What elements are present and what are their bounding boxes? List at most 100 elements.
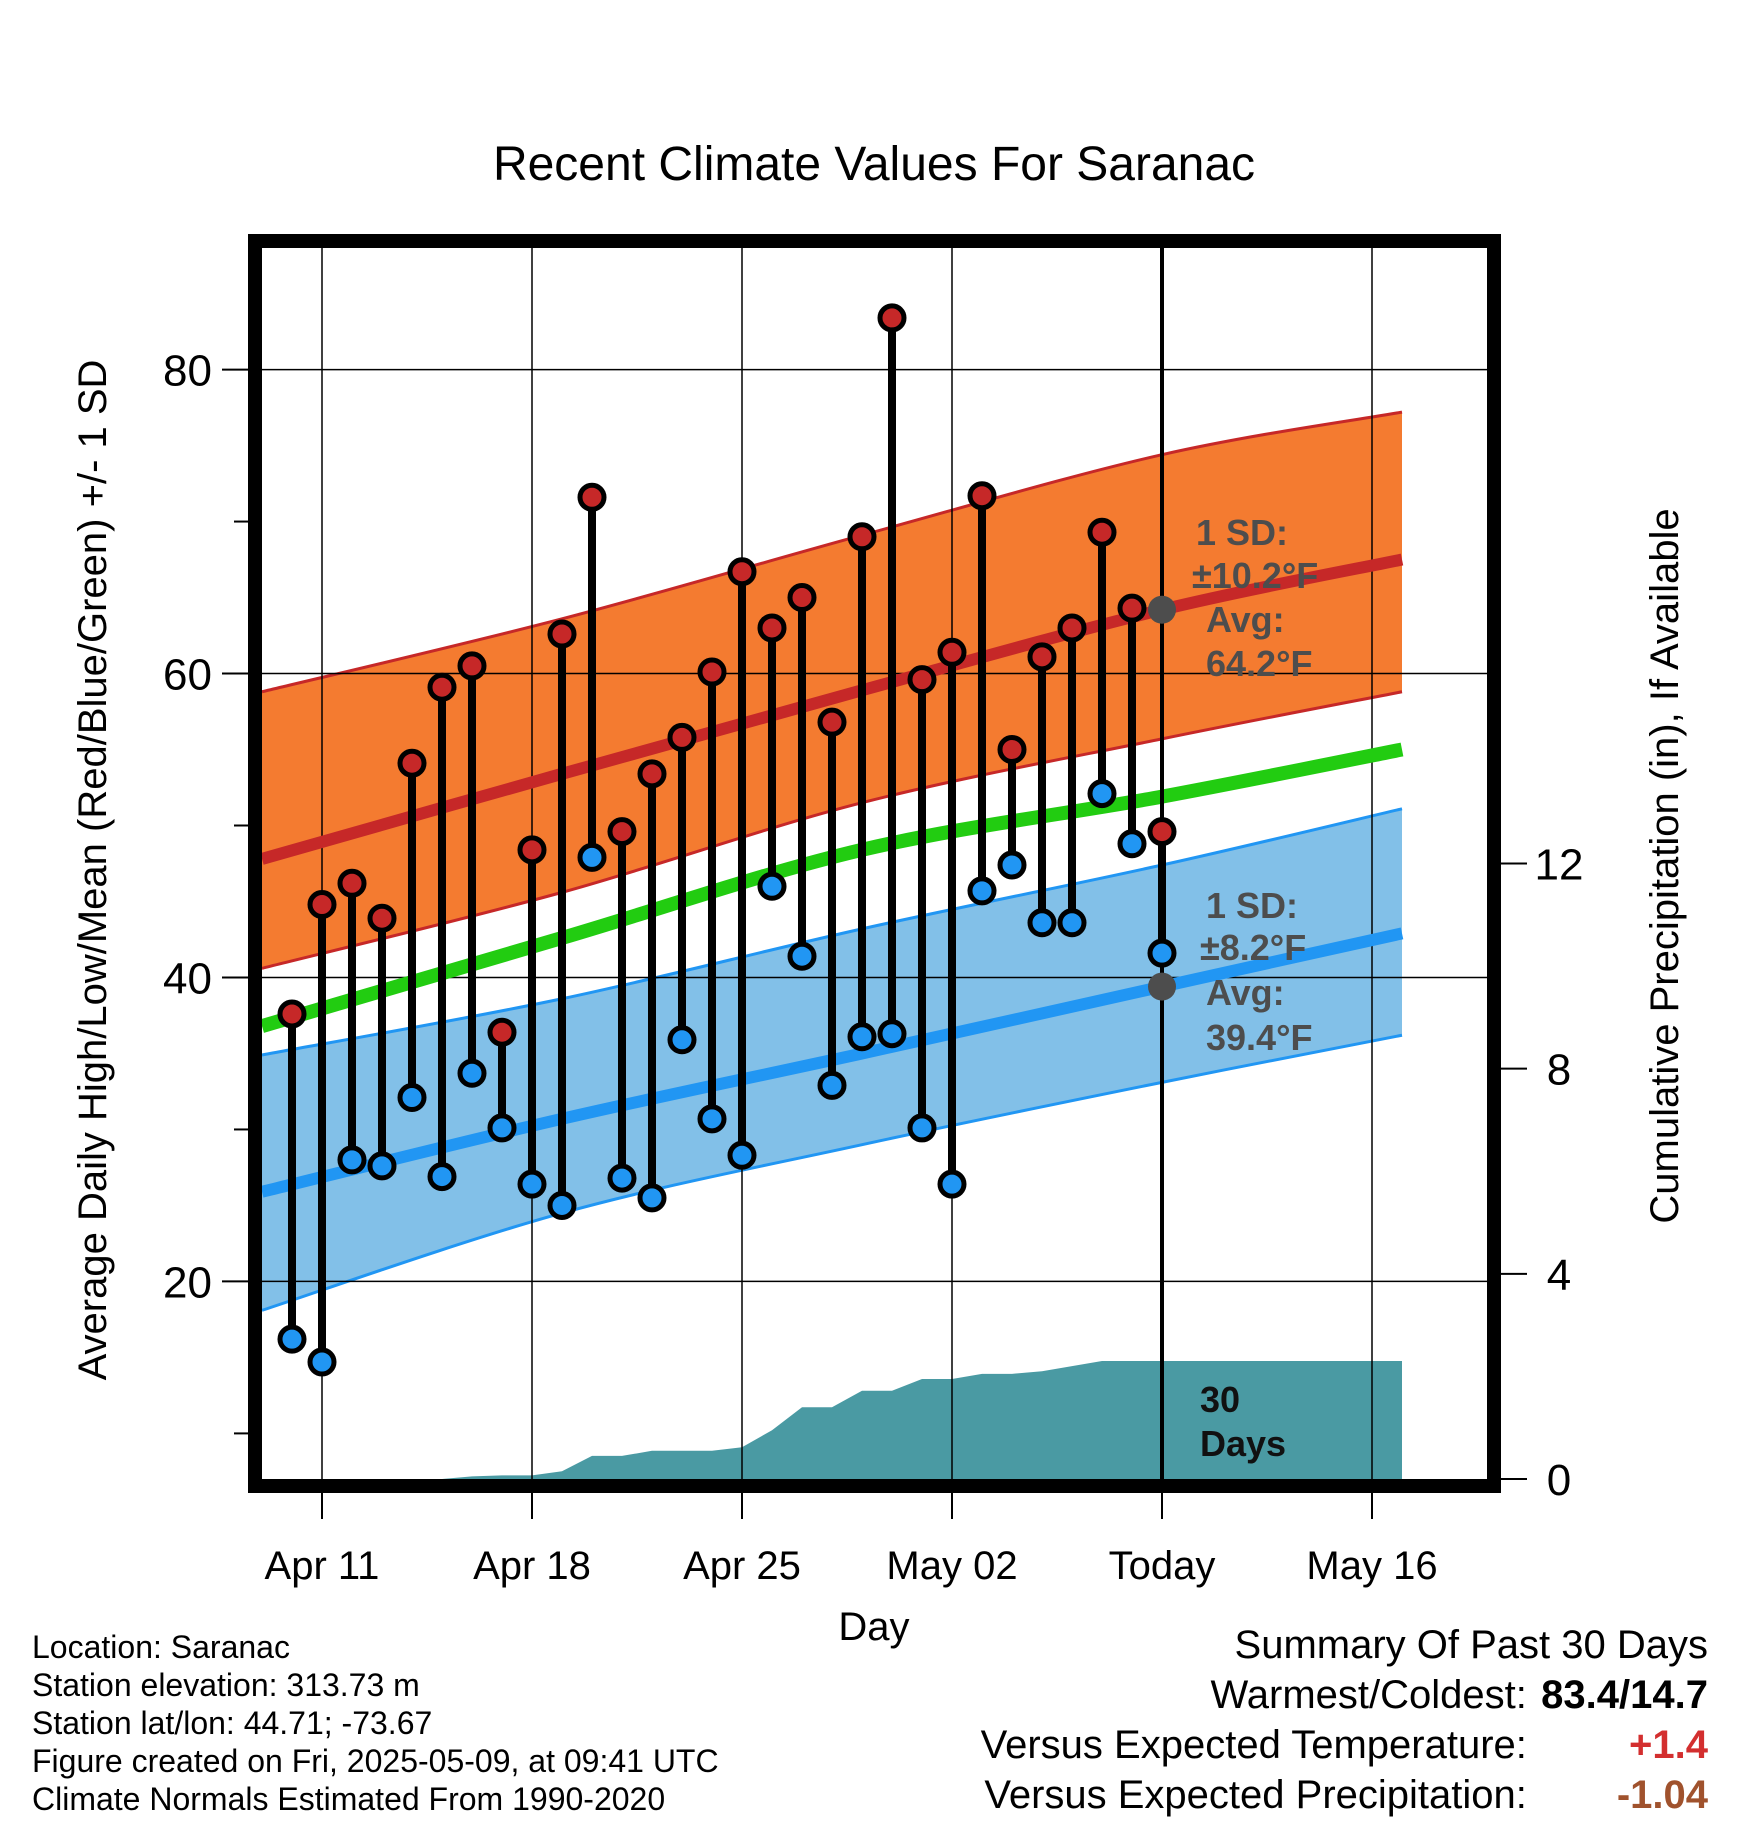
- low-avg-marker: [1148, 972, 1176, 1001]
- y-left-axis-label: Average Daily High/Low/Mean (Red/Blue/Gr…: [71, 360, 115, 1381]
- y-right-tick-label-0: 0: [1547, 1456, 1571, 1505]
- low-point-Apr 21: [607, 1163, 637, 1193]
- high-point-Apr 19: [547, 619, 577, 649]
- summary-precip-row: Versus Expected Precipitation: -1.04: [981, 1770, 1708, 1820]
- plot-frame: [248, 234, 1501, 1493]
- low-point-Apr 16: [457, 1058, 487, 1088]
- high-point-Apr 21: [607, 817, 637, 847]
- low-point-Apr 14: [397, 1083, 427, 1113]
- summary-warmest-row: Warmest/Coldest: 83.4/14.7: [981, 1670, 1709, 1720]
- high-point-Apr 22: [637, 759, 667, 789]
- summary-panel: Summary Of Past 30 Days Warmest/Coldest:…: [981, 1620, 1708, 1820]
- high-avg-value: 64.2°F: [1206, 643, 1312, 684]
- high-point-Apr 23: [667, 722, 697, 752]
- low-point-Apr 23: [667, 1025, 697, 1055]
- y-left-tick-label-60: 60: [163, 651, 212, 700]
- low-point-May 01: [907, 1113, 937, 1143]
- axes-layer: 20 40 60 80 0 4 8 12 Apr 11 Apr 18 Apr 25 May 02 Tod…: [71, 138, 1687, 1649]
- cumulative-precip-area: [262, 1361, 1402, 1479]
- y-left-tick-label-20: 20: [163, 1258, 212, 1307]
- warmest-label: Warmest/Coldest:: [1210, 1673, 1527, 1717]
- low-sd-band-lower-edge: [261, 1033, 1403, 1312]
- low-point-Apr 25: [727, 1140, 757, 1170]
- low-point-Apr 17: [487, 1113, 517, 1143]
- low-avg-value: 39.4°F: [1206, 1017, 1312, 1058]
- high-point-Apr 27: [787, 583, 817, 613]
- low-point-Apr 30: [877, 1019, 907, 1049]
- high-point-Apr 12: [337, 868, 367, 898]
- low-point-Apr 19: [547, 1190, 577, 1220]
- high-point-Apr 25: [727, 557, 757, 587]
- low-point-Apr 22: [637, 1183, 667, 1213]
- x-axis-label: Day: [838, 1605, 909, 1649]
- high-point-May 04: [997, 735, 1027, 765]
- low-point-Apr 15: [427, 1162, 457, 1192]
- high-point-Apr 28: [817, 707, 847, 737]
- y-right-tick-label-4: 4: [1547, 1251, 1571, 1300]
- high-point-Apr 11: [307, 890, 337, 920]
- frame-layer: [248, 234, 1501, 1493]
- x-tick-label-May 02: May 02: [886, 1544, 1017, 1588]
- low-point-Apr 28: [817, 1070, 847, 1100]
- high-point-Apr 10: [277, 999, 307, 1029]
- y-right-tick-label-12: 12: [1535, 841, 1584, 890]
- low-point-Apr 20: [577, 842, 607, 872]
- precip-anomaly-value: -1.04: [1616, 1773, 1708, 1817]
- x-tick-label-Apr 11: Apr 11: [265, 1544, 380, 1588]
- high-point-May 03: [967, 481, 997, 511]
- low-point-May 06: [1057, 908, 1087, 938]
- low-point-Apr 29: [847, 1022, 877, 1052]
- high-point-Apr 16: [457, 651, 487, 681]
- high-point-Apr 17: [487, 1017, 517, 1047]
- summary-temp-row: Versus Expected Temperature: +1.4: [981, 1720, 1708, 1770]
- high-point-Apr 20: [577, 482, 607, 512]
- high-avg-marker: [1148, 595, 1176, 624]
- x-tick-label-Apr 25: Apr 25: [683, 1544, 801, 1588]
- high-point-Apr 26: [757, 613, 787, 643]
- low-point-May 08: [1117, 829, 1147, 859]
- high-point-Apr 29: [847, 522, 877, 552]
- low-point-May 04: [997, 850, 1027, 880]
- high-point-Apr 30: [877, 303, 907, 333]
- location-text: Location: Saranac: [32, 1629, 290, 1665]
- high-avg-title: Avg:: [1206, 599, 1285, 640]
- x-tick-label-Today: Today: [1109, 1544, 1216, 1588]
- low-point-Apr 13: [367, 1151, 397, 1181]
- low-point-Apr 10: [277, 1324, 307, 1354]
- elevation-text: Station elevation: 313.73 m: [32, 1667, 420, 1703]
- chart-title: Recent Climate Values For Saranac: [493, 138, 1255, 191]
- high-point-May 02: [937, 637, 967, 667]
- high-point-May 09: [1147, 817, 1177, 847]
- high-point-May 06: [1057, 613, 1087, 643]
- precip-anomaly-label: Versus Expected Precipitation:: [984, 1773, 1527, 1817]
- warmest-value: 83.4/14.7: [1541, 1673, 1708, 1717]
- low-point-Apr 11: [307, 1347, 337, 1377]
- low-sd-title: 1 SD:: [1206, 885, 1298, 926]
- x-tick-label-Apr 18: Apr 18: [473, 1544, 591, 1588]
- observations-layer: [277, 303, 1177, 1377]
- high-point-Apr 18: [517, 835, 547, 865]
- high-point-Apr 14: [397, 748, 427, 778]
- high-point-May 01: [907, 665, 937, 695]
- low-normal-line: [260, 927, 1404, 1198]
- station-info: Location: Saranac Station elevation: 313…: [32, 1628, 719, 1818]
- low-point-May 05: [1027, 908, 1057, 938]
- temp-anomaly-label: Versus Expected Temperature:: [980, 1723, 1527, 1767]
- y-left-tick-label-40: 40: [163, 954, 212, 1003]
- high-point-May 08: [1117, 593, 1147, 623]
- normals-text: Climate Normals Estimated From 1990-2020: [32, 1781, 666, 1817]
- high-point-Apr 24: [697, 657, 727, 687]
- low-point-May 03: [967, 876, 997, 906]
- high-sd-value: ±10.2°F: [1192, 555, 1318, 596]
- y-right-tick-label-8: 8: [1547, 1046, 1571, 1095]
- days-label-line2: Days: [1200, 1423, 1286, 1464]
- low-point-Apr 26: [757, 871, 787, 901]
- low-sd-value: ±8.2°F: [1200, 927, 1306, 968]
- high-point-May 05: [1027, 642, 1057, 672]
- low-avg-title: Avg:: [1206, 972, 1285, 1013]
- high-sd-title: 1 SD:: [1196, 512, 1288, 553]
- temp-anomaly-value: +1.4: [1629, 1723, 1708, 1767]
- latlon-text: Station lat/lon: 44.71; -73.67: [32, 1705, 433, 1741]
